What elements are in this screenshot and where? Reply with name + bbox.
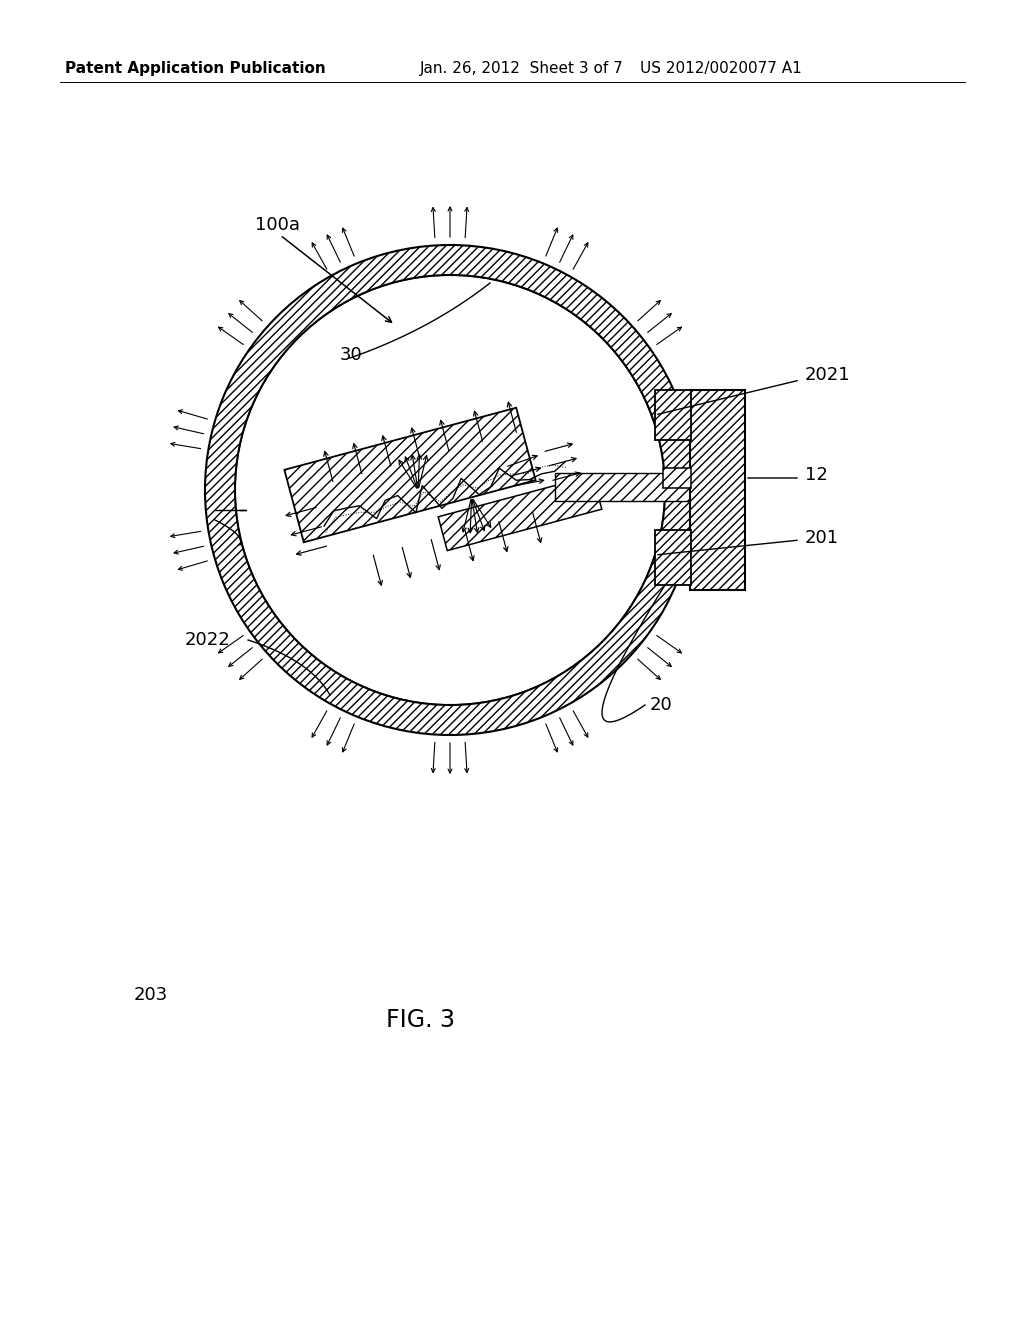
Text: 201: 201 — [805, 529, 839, 546]
FancyBboxPatch shape — [663, 469, 691, 488]
Polygon shape — [438, 475, 602, 550]
Text: 2022: 2022 — [184, 631, 230, 649]
FancyBboxPatch shape — [690, 389, 745, 590]
Text: 20: 20 — [650, 696, 673, 714]
Text: Patent Application Publication: Patent Application Publication — [65, 61, 326, 75]
Polygon shape — [285, 408, 536, 543]
Circle shape — [234, 275, 665, 705]
Text: 100a: 100a — [255, 216, 300, 234]
Text: 203: 203 — [134, 986, 168, 1005]
FancyBboxPatch shape — [555, 473, 690, 502]
Text: Jan. 26, 2012  Sheet 3 of 7: Jan. 26, 2012 Sheet 3 of 7 — [420, 61, 624, 75]
FancyBboxPatch shape — [655, 389, 691, 440]
Text: FIG. 3: FIG. 3 — [385, 1008, 455, 1032]
Text: 2021: 2021 — [805, 366, 851, 384]
Text: US 2012/0020077 A1: US 2012/0020077 A1 — [640, 61, 802, 75]
FancyBboxPatch shape — [655, 531, 691, 585]
Text: 30: 30 — [340, 346, 362, 364]
Text: 12: 12 — [805, 466, 827, 484]
